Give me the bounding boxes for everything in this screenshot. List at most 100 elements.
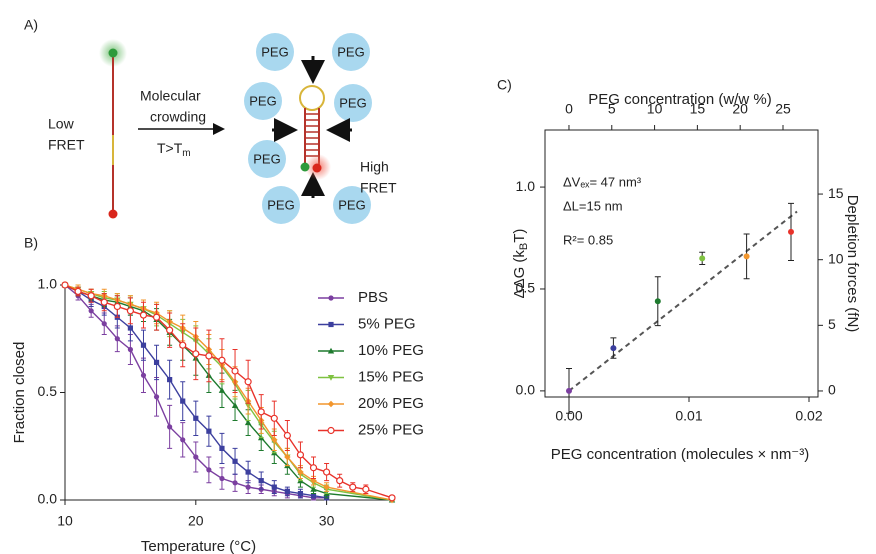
x-tick-label: 30 [319, 513, 335, 529]
y-axis-label: Fraction closed [11, 342, 28, 444]
peg-label: PEG [267, 197, 294, 212]
marker [349, 483, 357, 491]
marker [244, 378, 252, 386]
marker [88, 308, 94, 314]
marker [179, 341, 187, 349]
x2-axis-label: PEG concentration (w/w %) [588, 91, 771, 108]
peg-bead [256, 33, 294, 71]
peg-bead [333, 186, 371, 224]
x-axis-label: Temperature (°C) [141, 538, 256, 554]
marker [284, 453, 291, 461]
series [61, 281, 396, 503]
x2-tick-label: 5 [608, 101, 616, 117]
peg-label: PEG [249, 93, 276, 108]
annotation: R²= 0.85 [563, 232, 613, 247]
acceptor [312, 163, 322, 173]
marker [245, 469, 251, 475]
base-pairs [305, 113, 319, 157]
marker [206, 467, 212, 473]
series-line [64, 284, 393, 501]
marker [258, 478, 264, 484]
series [61, 281, 396, 502]
y-tick-label: 1.0 [516, 178, 536, 194]
peg-label: PEG [339, 95, 366, 110]
fit-line [568, 210, 798, 392]
legend-item: 20% PEG [318, 395, 424, 412]
marker [127, 325, 133, 331]
marker [114, 336, 120, 342]
donor [300, 162, 310, 172]
series-line [64, 284, 393, 501]
marker [231, 367, 239, 375]
marker [388, 494, 396, 502]
legend-label: 10% PEG [358, 342, 424, 359]
marker [139, 311, 148, 319]
marker [328, 321, 334, 328]
marker [206, 428, 212, 434]
acceptor [108, 209, 118, 219]
legend-label: PBS [358, 289, 388, 306]
marker [153, 394, 160, 400]
marker [310, 477, 317, 484]
marker [74, 287, 82, 296]
y-tick-label: 1.0 [38, 276, 58, 292]
x2-tick-label: 10 [647, 101, 663, 117]
point [566, 387, 572, 394]
label: FRET [360, 180, 397, 196]
marker [140, 372, 147, 378]
marker [126, 307, 134, 315]
y2-tick-label: 15 [828, 185, 844, 201]
marker [153, 359, 160, 365]
label: Molecular [140, 88, 201, 104]
y2-tick-label: 5 [828, 316, 836, 332]
y-axis-label: ΔΔG (kBT) [511, 229, 530, 299]
marker [140, 342, 147, 348]
marker [327, 347, 335, 354]
annotation: ΔVₑₓ= 47 nm³ [563, 174, 642, 189]
marker [192, 350, 200, 358]
y2-axis-label: Depletion forces (fN) [844, 195, 861, 333]
x2-tick-label: 25 [775, 101, 791, 117]
y-axis-label-part: T) [511, 229, 528, 243]
marker [100, 298, 108, 306]
x-tick-label: 0.02 [795, 408, 822, 424]
marker [167, 377, 173, 383]
marker [310, 493, 317, 499]
marker [232, 480, 238, 486]
marker [296, 451, 305, 459]
series [61, 282, 396, 504]
marker [310, 486, 317, 492]
panel-label: C) [497, 77, 512, 93]
donor [108, 48, 118, 58]
x-tick-label: 0.01 [675, 408, 702, 424]
marker [323, 483, 330, 491]
marker [362, 485, 370, 493]
marker [284, 488, 290, 494]
panel-label: B) [24, 235, 38, 251]
marker [232, 458, 238, 464]
marker [270, 414, 278, 422]
legend-item: 5% PEG [318, 315, 416, 332]
series-line [64, 284, 393, 499]
x2-tick-label: 0 [565, 101, 573, 117]
y-tick-label: 0.5 [38, 383, 58, 399]
legend-item: 15% PEG [318, 368, 424, 385]
label: crowding [150, 109, 206, 125]
marker [309, 464, 318, 472]
peg-bead [262, 186, 300, 224]
label: FRET [48, 137, 85, 153]
y-tick-label: 0.5 [516, 280, 536, 296]
marker [205, 352, 213, 360]
marker [336, 477, 344, 485]
marker [127, 346, 133, 353]
marker [167, 424, 173, 430]
peg-label: PEG [338, 197, 365, 212]
series [61, 281, 396, 504]
marker [166, 326, 174, 334]
annotation: ΔL=15 nm [563, 198, 623, 213]
x-tick-label: 20 [188, 513, 204, 529]
marker [152, 313, 161, 321]
marker [218, 387, 226, 393]
legend-label: 5% PEG [358, 315, 416, 332]
legend-item: PBS [318, 289, 388, 306]
